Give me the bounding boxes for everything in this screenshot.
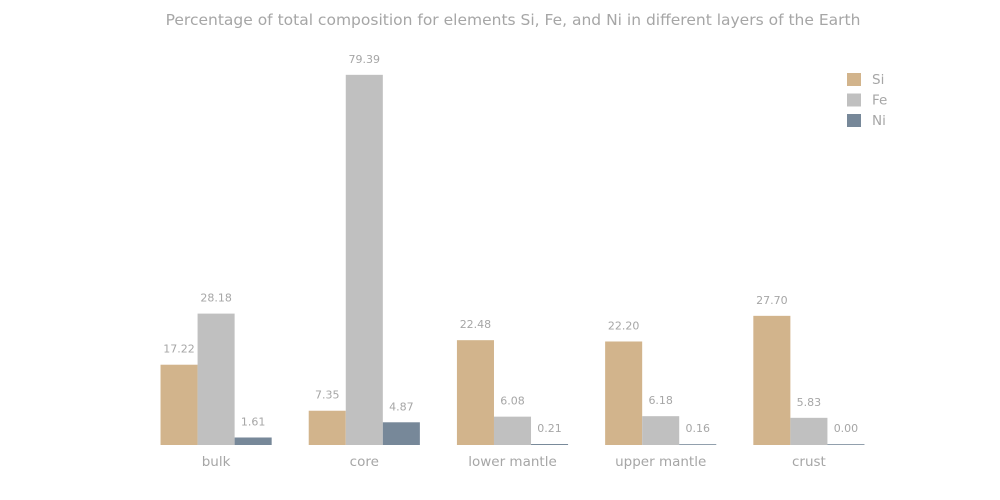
value-label: 28.18	[200, 292, 232, 305]
x-tick-label: bulk	[202, 454, 231, 470]
value-label: 22.20	[608, 319, 640, 332]
value-label: 4.87	[389, 400, 414, 413]
value-label: 6.08	[500, 395, 525, 408]
bar-fe-crust	[790, 417, 828, 445]
bar-si-lower-mantle	[456, 340, 494, 445]
value-label: 79.39	[349, 53, 381, 66]
legend-label-si: Si	[872, 72, 884, 88]
legend-swatch-si	[847, 73, 861, 86]
x-tick-label: upper mantle	[615, 454, 706, 470]
legend: Si Fe Ni	[847, 72, 887, 129]
bar-ni-lower-mantle	[531, 444, 569, 445]
legend-label-ni: Ni	[872, 113, 886, 129]
legend-label-fe: Fe	[872, 93, 887, 109]
bar-si-core	[308, 410, 346, 445]
x-axis-ticks: bulk core lower mantle upper mantle crust	[202, 454, 826, 470]
value-label: 17.22	[163, 343, 195, 356]
bar-si-bulk	[160, 364, 198, 445]
value-label: 6.18	[648, 394, 673, 407]
value-labels-group: 17.22 28.18 1.61 7.35 79.39 4.87 22.48 6.08 0.21…	[163, 53, 858, 435]
value-label: 0.21	[537, 422, 562, 435]
x-tick-label: lower mantle	[468, 454, 557, 470]
bar-ni-crust	[827, 444, 865, 445]
value-label: 5.83	[797, 396, 822, 409]
legend-swatch-fe	[847, 93, 861, 107]
value-label: 7.35	[315, 389, 340, 402]
value-label: 27.70	[756, 294, 788, 307]
x-tick-label: core	[350, 454, 379, 470]
value-label: 22.48	[460, 318, 492, 331]
bar-fe-lower-mantle	[493, 416, 532, 445]
bar-si-crust	[753, 315, 791, 445]
bar-fe-bulk	[197, 313, 235, 445]
x-tick-label: crust	[792, 454, 826, 470]
bar-ni-bulk	[234, 437, 272, 445]
bars-group	[160, 74, 865, 445]
bar-si-upper-mantle	[605, 341, 643, 445]
bar-ni-upper-mantle	[679, 444, 717, 445]
value-label: 0.00	[834, 422, 859, 435]
bar-fe-upper-mantle	[642, 416, 680, 445]
bar-ni-core	[382, 422, 420, 445]
chart-title: Percentage of total composition for elem…	[166, 11, 861, 29]
legend-swatch-ni	[847, 114, 861, 127]
value-label: 1.61	[241, 415, 266, 428]
value-label: 0.16	[686, 422, 711, 435]
bar-fe-core	[345, 74, 383, 445]
